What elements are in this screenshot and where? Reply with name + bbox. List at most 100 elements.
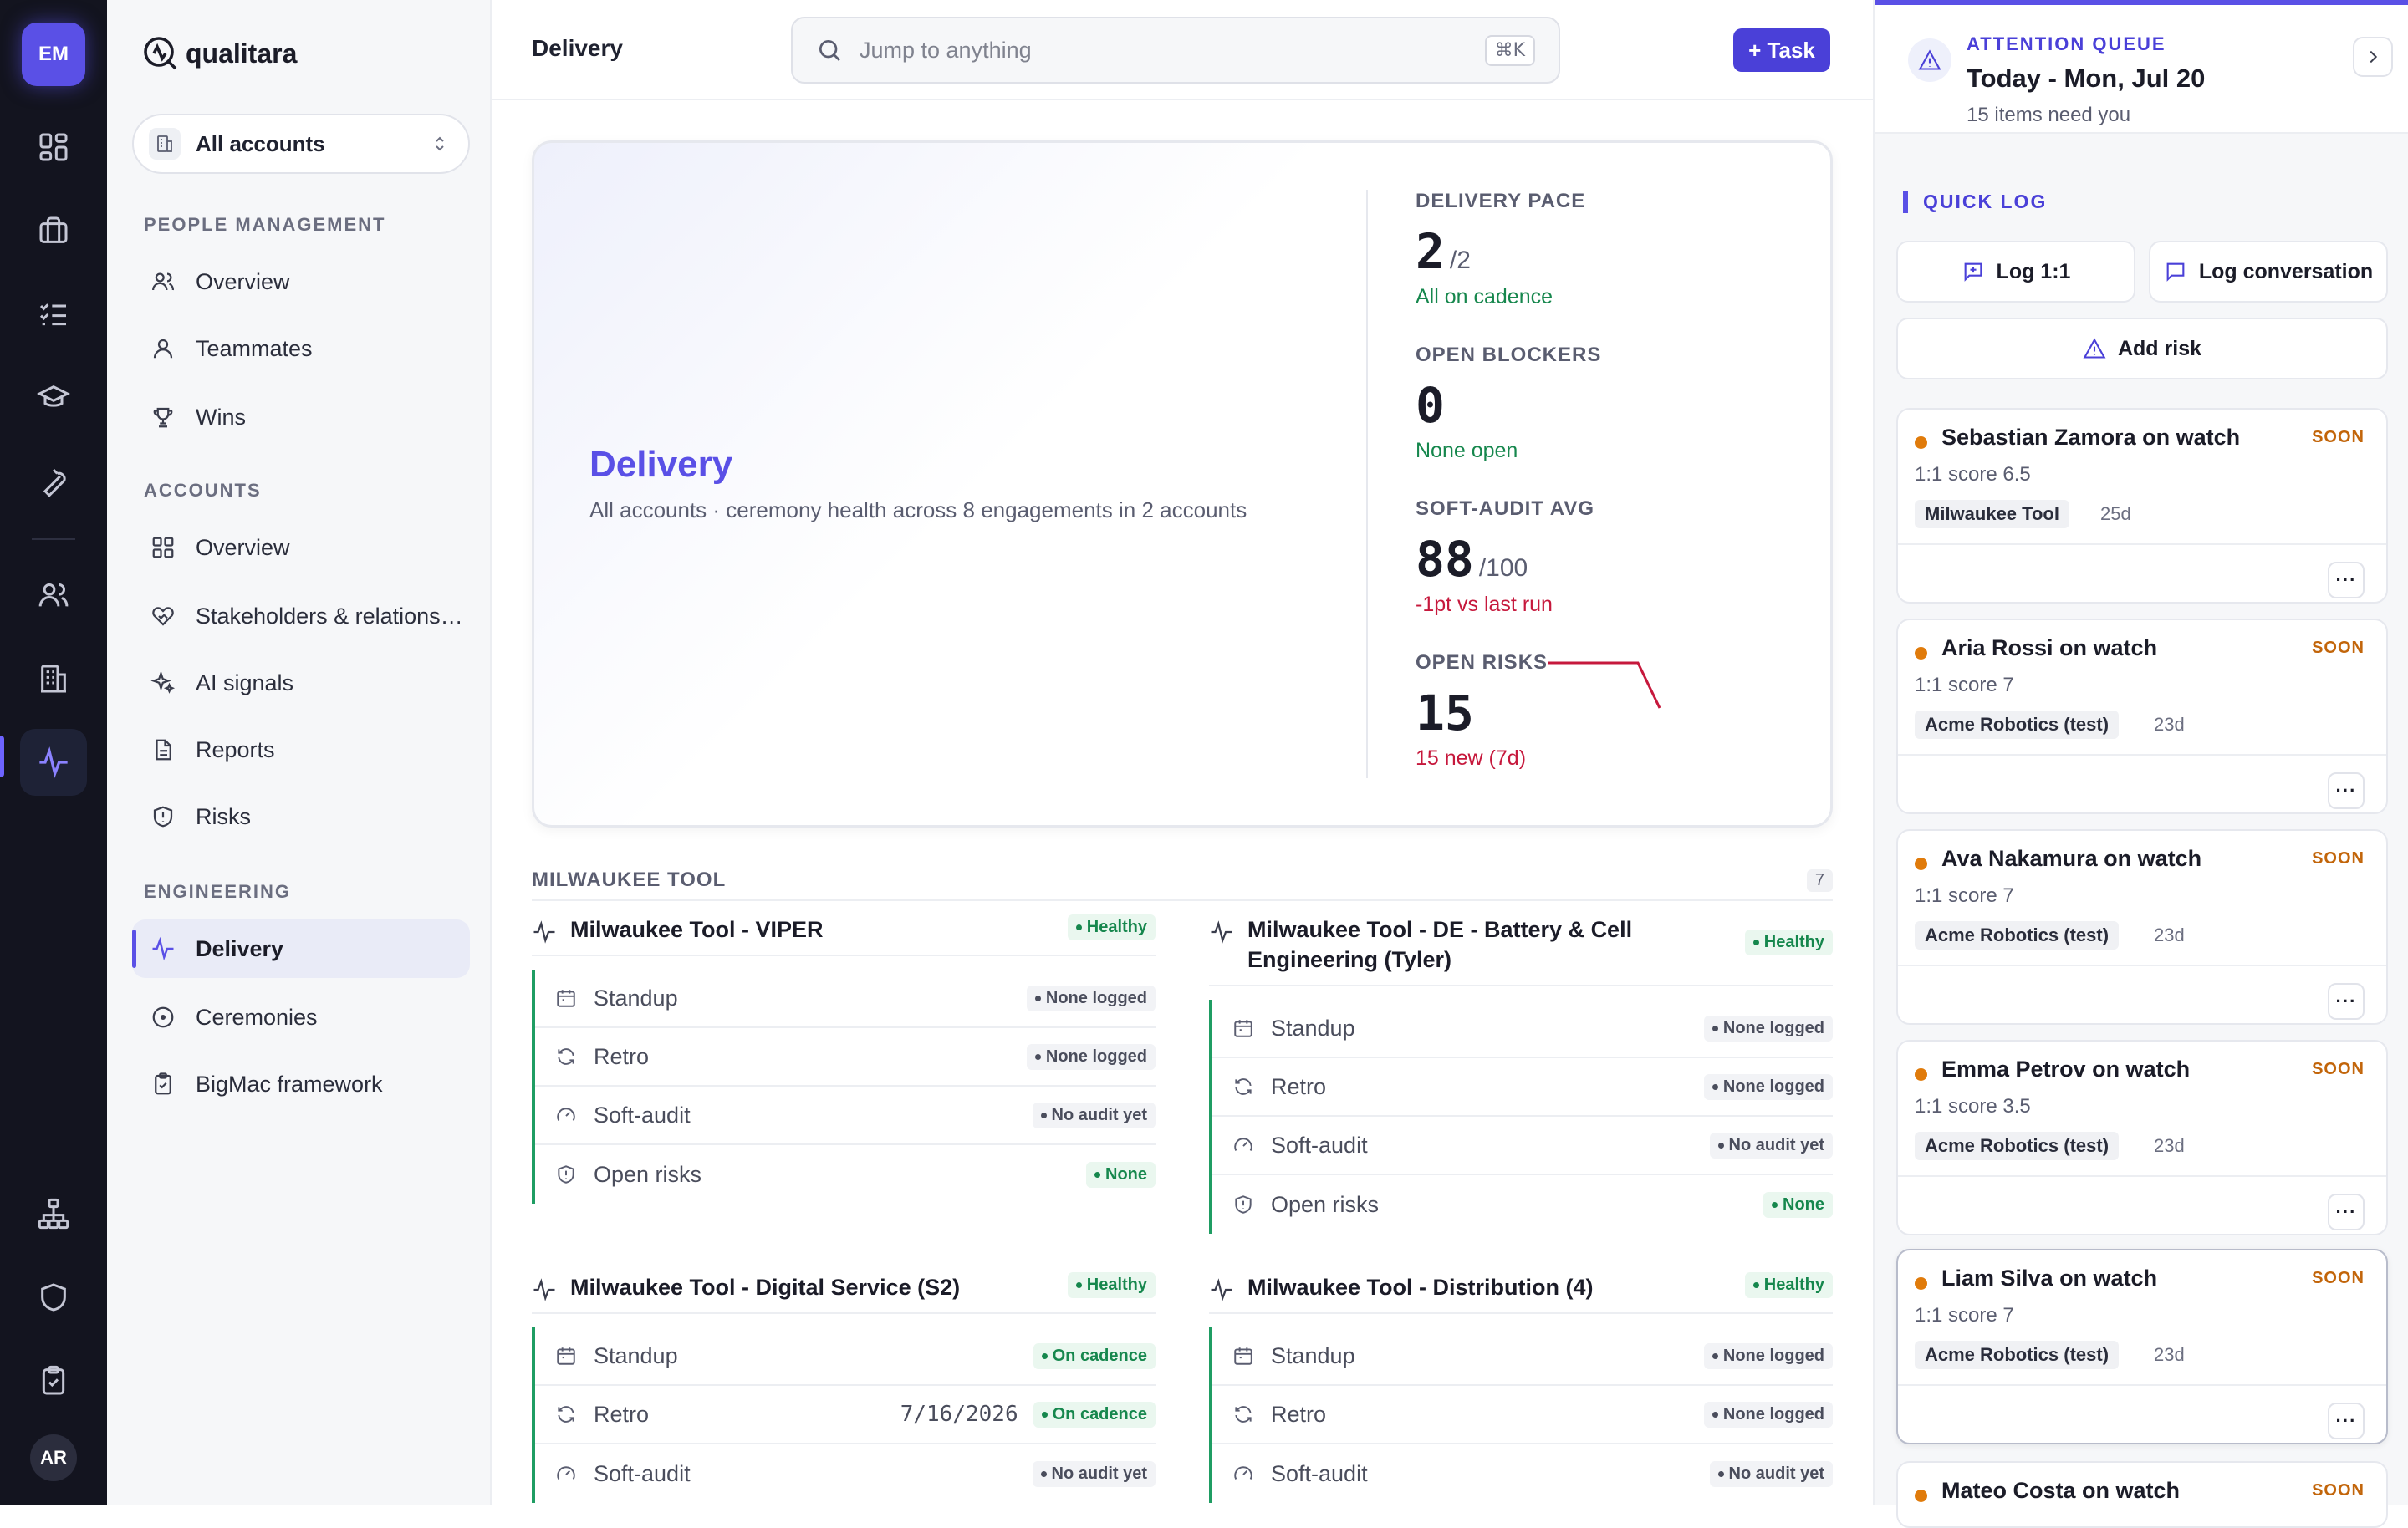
status-dot (1915, 1068, 1927, 1081)
ceremony-row-standup[interactable]: Standup None logged (1212, 1327, 1833, 1386)
kpi-value-row: 15 (1416, 685, 1548, 741)
engagement-card[interactable]: Milwaukee Tool - VIPER Healthy Standup Non… (532, 903, 1156, 1204)
graduation-cap-icon[interactable] (20, 364, 87, 431)
nav-wins[interactable]: Wins (132, 388, 470, 446)
workspace-avatar[interactable]: EM (22, 23, 85, 86)
queue-item[interactable]: Sebastian Zamora on watch SOON 1:1 score… (1896, 408, 2388, 604)
engagement-name[interactable]: Milwaukee Tool - VIPER (570, 917, 824, 942)
ceremony-label: Soft-audit (1271, 1132, 1368, 1158)
warning-icon (1908, 38, 1951, 82)
nav-delivery[interactable]: Delivery (132, 919, 470, 978)
log-conversation-button[interactable]: Log conversation (2149, 241, 2388, 303)
queue-item-age: 23d (2154, 714, 2185, 735)
ceremony-status: None logged (1703, 1342, 1833, 1369)
add-risk-button[interactable]: Add risk (1896, 318, 2388, 379)
nav-label: Ceremonies (196, 1004, 318, 1030)
ceremony-row-soft-audit[interactable]: Soft-audit No audit yet (1212, 1444, 1833, 1503)
ceremony-row-retro[interactable]: Retro None logged (535, 1028, 1156, 1087)
search-icon (816, 37, 843, 64)
clipboard-check-icon[interactable] (20, 1347, 87, 1414)
ceremony-row-standup[interactable]: Standup None logged (1212, 1000, 1833, 1058)
account-group-name: MILWAUKEE TOOL (532, 868, 727, 891)
nav-bigmac-framework[interactable]: BigMac framework (132, 1055, 470, 1113)
nav-stakeholders[interactable]: Stakeholders & relations… (132, 587, 470, 645)
briefcase-icon[interactable] (20, 197, 87, 264)
ceremony-row-retro[interactable]: Retro None logged (1212, 1058, 1833, 1117)
pulse-icon[interactable] (20, 729, 87, 796)
add-task-button[interactable]: + Task (1733, 28, 1830, 72)
queue-item[interactable]: Ava Nakamura on watch SOON 1:1 score 7 A… (1896, 829, 2388, 1025)
user-avatar[interactable]: AR (30, 1434, 77, 1481)
nav-accounts-overview[interactable]: Overview (132, 518, 470, 577)
queue-item[interactable]: Mateo Costa on watch SOON (1896, 1461, 2388, 1528)
engagement-card[interactable]: Milwaukee Tool - DE - Battery & Cell Eng… (1209, 903, 1833, 1234)
brand-logo[interactable]: qualitara (140, 33, 297, 74)
ceremony-status: On cadence (1033, 1401, 1156, 1428)
more-options-button[interactable]: ··· (2328, 562, 2365, 598)
nav-teammates[interactable]: Teammates (132, 319, 470, 378)
quick-log-label: QUICK LOG (1903, 191, 2047, 213)
search-placeholder: Jump to anything (860, 37, 1032, 63)
dashboard-icon[interactable] (20, 114, 87, 181)
checklist-icon[interactable] (20, 281, 87, 348)
ceremony-label: Open risks (594, 1161, 702, 1187)
open-queue-button[interactable] (2353, 37, 2393, 77)
more-options-button[interactable]: ··· (2328, 983, 2365, 1020)
nav-people-overview[interactable]: Overview (132, 252, 470, 311)
section-engineering: ENGINEERING (144, 881, 292, 902)
account-tag: Acme Robotics (test) (1915, 711, 2120, 739)
queue-item[interactable]: Emma Petrov on watch SOON 1:1 score 3.5 … (1896, 1040, 2388, 1235)
status-dot (1915, 858, 1927, 870)
more-options-button[interactable]: ··· (2328, 772, 2365, 809)
ceremony-row-standup[interactable]: Standup On cadence (535, 1327, 1156, 1386)
ceremony-date: 7/16/2026 (900, 1402, 1018, 1427)
ceremony-row-standup[interactable]: Standup None logged (535, 970, 1156, 1028)
hierarchy-icon[interactable] (20, 1180, 87, 1247)
building-icon[interactable] (20, 645, 87, 712)
shield-icon[interactable] (20, 1264, 87, 1331)
nav-ceremonies[interactable]: Ceremonies (132, 988, 470, 1047)
priority-badge: SOON (2312, 849, 2365, 868)
ceremony-row-soft-audit[interactable]: Soft-audit No audit yet (535, 1444, 1156, 1503)
more-options-button[interactable]: ··· (2328, 1194, 2365, 1230)
more-options-button[interactable]: ··· (2328, 1403, 2365, 1439)
kpi-value-row: 88/100 (1416, 531, 1594, 588)
ceremony-row-open-risks[interactable]: Open risks None (1212, 1175, 1833, 1234)
ceremony-status: No audit yet (1709, 1460, 1833, 1487)
section-accounts: ACCOUNTS (144, 480, 262, 501)
kpi-value: 0 (1416, 377, 1445, 434)
ceremony-status: None logged (1703, 1073, 1833, 1100)
shield-icon (555, 1164, 579, 1185)
pulse-icon (149, 935, 177, 963)
ceremony-row-retro[interactable]: Retro None logged (1212, 1386, 1833, 1444)
ceremony-row-retro[interactable]: Retro 7/16/2026 On cadence (535, 1386, 1156, 1444)
top-bar: Delivery Jump to anything ⌘K + Task (492, 0, 1873, 100)
queue-item-title: Aria Rossi on watch (1941, 635, 2158, 660)
queue-item[interactable]: Aria Rossi on watch SOON 1:1 score 7 Acm… (1896, 619, 2388, 814)
nav-risks[interactable]: Risks (132, 787, 470, 846)
search-input[interactable]: Jump to anything ⌘K (791, 17, 1560, 84)
engagement-name[interactable]: Milwaukee Tool - Digital Service (S2) (570, 1275, 961, 1300)
ceremony-row-open-risks[interactable]: Open risks None (535, 1145, 1156, 1204)
queue-item[interactable]: Liam Silva on watch SOON 1:1 score 7 Acm… (1896, 1249, 2388, 1444)
ceremony-row-soft-audit[interactable]: Soft-audit No audit yet (535, 1087, 1156, 1145)
grid-icon (149, 533, 177, 562)
ceremony-row-soft-audit[interactable]: Soft-audit No audit yet (1212, 1117, 1833, 1175)
account-tag: Milwaukee Tool (1915, 500, 2069, 528)
kpi-value: 15 (1416, 685, 1474, 741)
pulse-icon (1209, 1277, 1234, 1302)
engagement-card[interactable]: Milwaukee Tool - Distribution (4) Healthy… (1209, 1261, 1833, 1503)
engagement-name[interactable]: Milwaukee Tool - DE - Battery & Cell Eng… (1247, 917, 1633, 972)
ceremony-status: None logged (1703, 1401, 1833, 1428)
people-icon[interactable] (20, 562, 87, 629)
engagement-name[interactable]: Milwaukee Tool - Distribution (4) (1247, 1275, 1594, 1300)
kpi-delivery-pace: DELIVERY PACE 2/2 All on cadence (1416, 190, 1585, 309)
log-1on1-button[interactable]: Log 1:1 (1896, 241, 2135, 303)
engagement-card[interactable]: Milwaukee Tool - Digital Service (S2) Hea… (532, 1261, 1156, 1503)
shield-icon (149, 802, 177, 831)
account-selector[interactable]: All accounts (132, 114, 470, 174)
nav-reports[interactable]: Reports (132, 721, 470, 779)
pulse-icon (532, 1277, 557, 1302)
wrench-icon[interactable] (20, 448, 87, 515)
nav-ai-signals[interactable]: AI signals (132, 654, 470, 712)
